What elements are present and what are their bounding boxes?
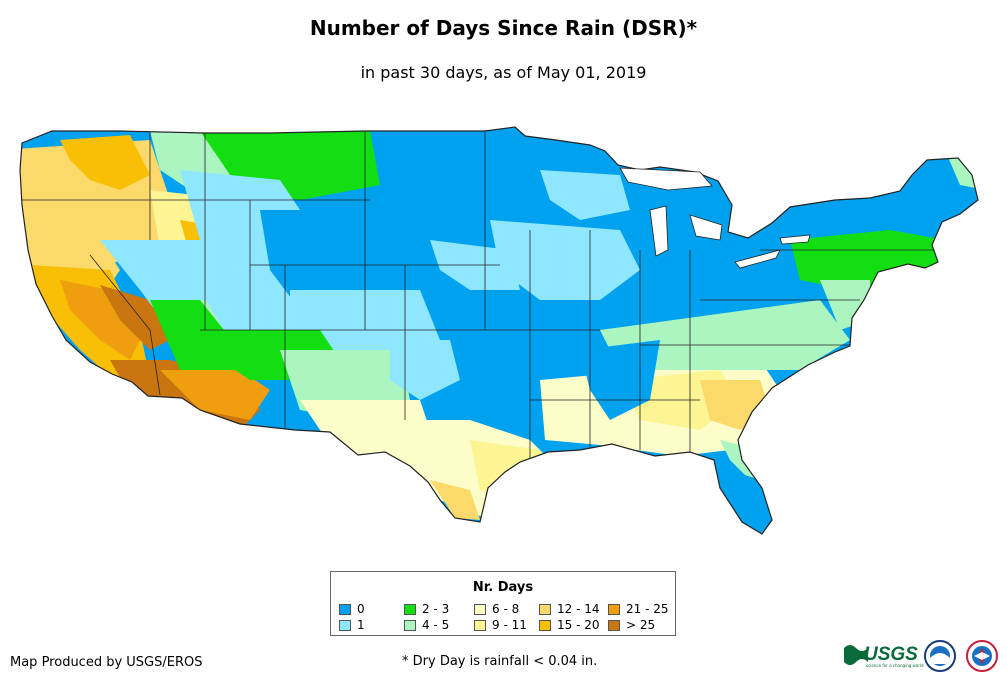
legend-item: 12 - 14 xyxy=(539,602,600,616)
legend-swatch xyxy=(608,620,620,631)
noaa-logo xyxy=(924,640,956,672)
legend-item: 21 - 25 xyxy=(608,602,669,616)
agency-logos: USGS science for a changing world xyxy=(844,640,998,672)
legend-swatch xyxy=(474,604,486,615)
legend-swatch xyxy=(339,604,351,615)
legend-label: 15 - 20 xyxy=(557,618,600,632)
legend-swatch xyxy=(608,604,620,615)
legend-swatch xyxy=(404,620,416,631)
legend-title: Nr. Days xyxy=(472,580,534,595)
map-legend: Nr. Days 0 1 2 - 3 4 - 5 6 - 8 9 - 11 12 - 14 1… xyxy=(330,571,676,636)
usgs-wordmark: USGS xyxy=(864,644,918,665)
map-subtitle: in past 30 days, as of May 01, 2019 xyxy=(360,63,647,82)
legend-swatch xyxy=(539,620,551,631)
legend-swatch xyxy=(339,620,351,631)
dry-day-footnote: * Dry Day is rainfall < 0.04 in. xyxy=(402,654,598,669)
legend-item: 4 - 5 xyxy=(404,618,449,632)
usgs-tagline: science for a changing world xyxy=(866,663,924,668)
legend-item: > 25 xyxy=(608,618,655,632)
legend-label: > 25 xyxy=(626,618,656,632)
legend-swatch xyxy=(474,620,486,631)
legend-label: 2 - 3 xyxy=(422,602,450,616)
legend-item: 15 - 20 xyxy=(539,618,600,632)
legend-item: 9 - 11 xyxy=(474,618,527,632)
legend-label: 21 - 25 xyxy=(626,602,669,616)
producer-credit: Map Produced by USGS/EROS xyxy=(10,655,203,670)
usgs-logo: USGS science for a changing world xyxy=(844,644,924,668)
legend-item: 6 - 8 xyxy=(474,602,519,616)
legend-label: 4 - 5 xyxy=(422,618,450,632)
legend-swatch xyxy=(539,604,551,615)
legend-item: 2 - 3 xyxy=(404,602,449,616)
legend-label: 1 xyxy=(357,618,365,632)
legend-item: 1 xyxy=(339,618,365,632)
legend-swatch xyxy=(404,604,416,615)
legend-label: 9 - 11 xyxy=(492,618,527,632)
legend-label: 12 - 14 xyxy=(557,602,600,616)
legend-label: 0 xyxy=(357,602,365,616)
legend-label: 6 - 8 xyxy=(492,602,520,616)
map-title: Number of Days Since Rain (DSR)* xyxy=(309,16,698,40)
us-days-since-rain-map xyxy=(19,126,979,535)
nws-logo xyxy=(966,640,998,672)
legend-item: 0 xyxy=(339,602,365,616)
